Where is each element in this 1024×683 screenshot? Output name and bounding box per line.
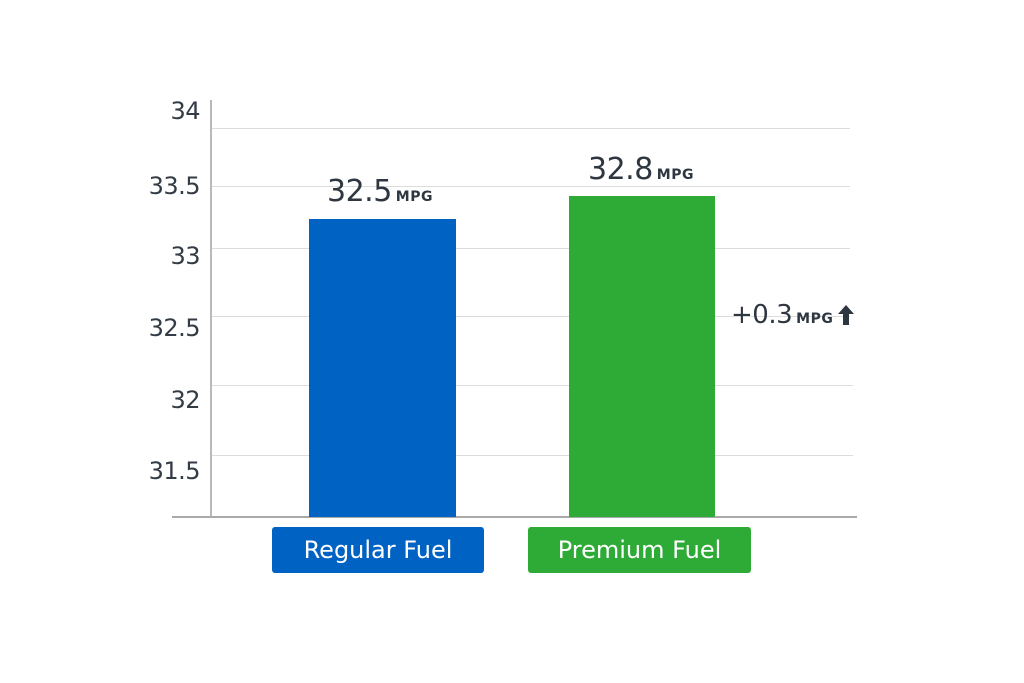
delta-unit: MPG <box>796 311 834 327</box>
category-label-text: Premium Fuel <box>557 536 722 564</box>
gridline <box>211 455 853 456</box>
y-tick-label: 33.5 <box>148 172 201 200</box>
gridline <box>211 128 850 129</box>
y-tick-label: 31.5 <box>148 457 201 485</box>
value-label-premium: 32.8 MPG <box>588 152 694 187</box>
category-label-premium-fuel: Premium Fuel <box>528 527 751 573</box>
bar-premium-fuel <box>569 196 715 517</box>
delta-value: +0.3 <box>731 300 793 330</box>
value-label-regular: 32.5 MPG <box>327 174 433 209</box>
value-number: 32.5 <box>327 174 392 209</box>
y-tick-label: 34 <box>170 97 200 125</box>
delta-annotation: +0.3 MPG <box>731 300 855 330</box>
value-number: 32.8 <box>588 152 653 187</box>
gridline <box>211 316 850 317</box>
category-label-regular-fuel: Regular Fuel <box>272 527 484 573</box>
value-unit: MPG <box>395 189 433 205</box>
bar-regular-fuel <box>309 219 456 517</box>
y-tick-label: 32.5 <box>148 314 201 342</box>
category-label-text: Regular Fuel <box>303 536 453 564</box>
y-tick-label: 32 <box>170 386 200 414</box>
gridline <box>211 186 850 187</box>
y-axis-line <box>210 100 212 518</box>
y-tick-label: 33 <box>170 242 200 270</box>
x-axis-line <box>172 516 857 518</box>
arrow-up-icon <box>838 305 855 325</box>
value-unit: MPG <box>656 167 694 183</box>
gridline <box>211 385 853 386</box>
gridline <box>211 248 850 249</box>
